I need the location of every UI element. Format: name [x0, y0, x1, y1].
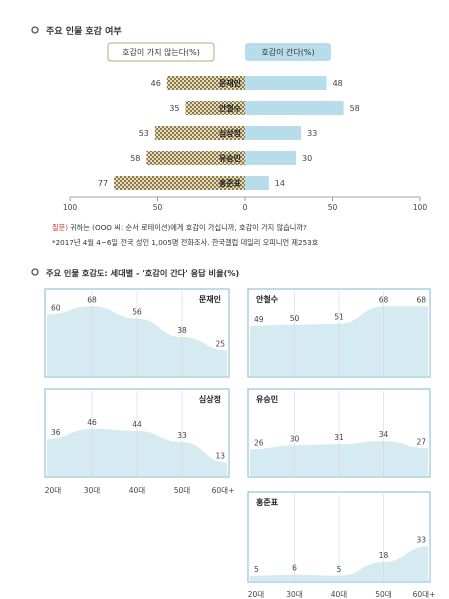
x-category-label: 60대+	[413, 590, 436, 599]
value-label: 38	[177, 326, 187, 335]
x-tick-label: 50	[328, 203, 338, 212]
negative-bar	[154, 126, 245, 140]
value-label: 25	[215, 339, 225, 348]
legend-negative-label: 호감이 가지 않는다(%)	[122, 47, 200, 57]
x-category-label: 40대	[129, 486, 146, 495]
category-label: 심상정	[219, 128, 241, 138]
negative-bar	[185, 101, 245, 115]
x-tick-label: 0	[243, 203, 248, 212]
diverging-bar-chart: 46 48 문재인 35 58 안철수 53 33 심상정 58 30 유승민 77 14 홍준표 100 50…	[63, 76, 428, 212]
section1-bullet-icon	[31, 26, 39, 34]
value-label: 31	[334, 433, 344, 442]
value-label: 68	[379, 295, 389, 304]
section2-bullet-icon	[31, 268, 39, 276]
section2-title: 주요 인물 호감도: 세대별 - '호감이 간다' 응답 비율(%)	[46, 268, 240, 278]
panel-1: 문재인 60 68 56 38 25	[44, 288, 230, 378]
negative-bar	[114, 176, 245, 190]
value-label: 51	[334, 313, 344, 322]
panel-4: 유승민 26 30 31 34 27	[247, 388, 431, 478]
x-category-label: 40대	[331, 590, 348, 599]
category-label: 문재인	[219, 78, 241, 88]
value-label: 60	[51, 304, 61, 313]
x-category-label: 60대+	[212, 486, 235, 495]
x-category-label: 50대	[174, 486, 191, 495]
source-note: *2017년 4월 4~6일 전국 성인 1,005명 전화조사. 한국갤럽 데…	[52, 238, 319, 247]
value-label: 33	[177, 431, 187, 440]
positive-bar	[245, 176, 269, 190]
panel-title: 유승민	[256, 394, 278, 404]
question-label: 질문)	[52, 223, 68, 232]
x-tick-label: 50	[153, 203, 163, 212]
value-label: 6	[292, 564, 297, 573]
x-category-label: 30대	[84, 486, 101, 495]
x-tick-label: 100	[413, 203, 428, 212]
positive-value-label: 30	[302, 154, 312, 163]
category-label: 안철수	[219, 103, 242, 113]
value-label: 33	[416, 535, 426, 544]
negative-bar	[166, 76, 245, 90]
positive-bar	[245, 76, 327, 90]
question-text: 귀하는 (OOO 씨: 순서 로테이션)에게 호감이 가십니까, 호감이 가지 …	[70, 223, 307, 232]
x-category-label: 30대	[286, 590, 303, 599]
section1-title: 주요 인물 호감 여부	[46, 25, 122, 37]
negative-value-label: 35	[169, 104, 179, 113]
question-line: 질문) 귀하는 (OOO 씨: 순서 로테이션)에게 호감이 가십니까, 호감이 …	[52, 223, 307, 232]
x-category-label: 50대	[375, 590, 392, 599]
panel-2: 안철수 49 50 51 68 68	[247, 288, 431, 378]
negative-value-label: 77	[98, 179, 108, 188]
value-label: 5	[337, 565, 342, 574]
value-label: 27	[416, 437, 426, 446]
panel-title: 홍준표	[256, 497, 279, 507]
value-label: 13	[215, 452, 225, 461]
legend-negative-box	[107, 42, 215, 62]
positive-value-label: 14	[275, 179, 285, 188]
positive-bar	[245, 151, 296, 165]
value-label: 56	[132, 308, 142, 317]
panel-3: 심상정 36 46 44 33 13	[44, 388, 230, 478]
negative-value-label: 58	[130, 154, 140, 163]
value-label: 68	[87, 295, 97, 304]
panel-title: 심상정	[199, 394, 221, 404]
value-label: 44	[132, 420, 142, 429]
negative-value-label: 53	[139, 129, 149, 138]
positive-value-label: 48	[333, 79, 343, 88]
category-label: 홍준표	[219, 178, 242, 188]
panel-5: 홍준표 5 6 5 18 33	[247, 491, 431, 583]
value-label: 36	[51, 428, 61, 437]
panel-title: 안철수	[256, 294, 279, 304]
category-label: 유승민	[219, 153, 241, 163]
positive-value-label: 58	[350, 104, 360, 113]
value-label: 50	[290, 314, 300, 323]
value-label: 49	[254, 315, 264, 324]
positive-bar	[245, 126, 302, 140]
positive-value-label: 33	[307, 129, 317, 138]
negative-bar	[146, 151, 245, 165]
value-label: 68	[416, 295, 426, 304]
value-label: 34	[379, 430, 389, 439]
x-category-label: 20대	[248, 590, 265, 599]
negative-value-label: 46	[151, 79, 161, 88]
value-label: 5	[254, 565, 259, 574]
value-label: 30	[290, 434, 300, 443]
panel-title: 문재인	[199, 294, 221, 304]
legend-positive-box	[245, 43, 331, 61]
positive-bar	[245, 101, 344, 115]
value-label: 18	[379, 551, 389, 560]
value-label: 26	[254, 438, 264, 447]
value-label: 46	[87, 418, 97, 427]
x-category-label: 20대	[45, 486, 62, 495]
legend-positive-label: 호감이 간다(%)	[261, 47, 314, 57]
x-tick-label: 100	[63, 203, 78, 212]
